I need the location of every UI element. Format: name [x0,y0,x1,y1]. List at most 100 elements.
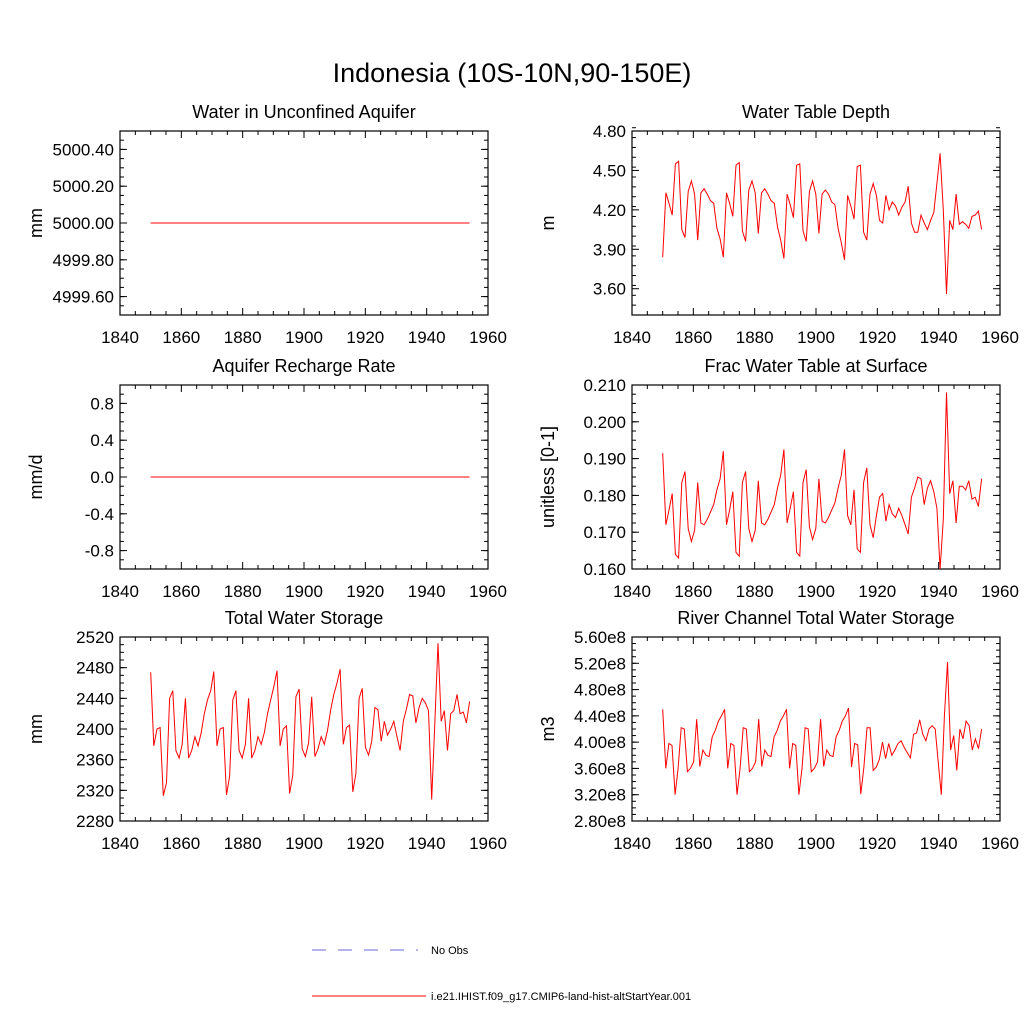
x-tick-label: 1840 [613,328,651,347]
y-tick-label: 2520 [76,628,114,647]
x-tick-label: 1960 [981,328,1019,347]
legend: No Obs i.e21.IHIST.f09_g17.CMIP6-land-hi… [312,945,691,1003]
x-tick-label: 1940 [408,834,446,853]
x-tick-label: 1880 [736,328,774,347]
x-tick-label: 1940 [920,582,958,601]
x-tick-label: 1900 [285,582,323,601]
y-tick-label: 4.80 [593,122,626,141]
panel-title: Water Table Depth [742,102,890,122]
panel-title: River Channel Total Water Storage [677,608,954,628]
series-line-1 [150,643,471,800]
x-tick-label: 1860 [674,834,712,853]
x-tick-label: 1920 [858,582,896,601]
y-tick-label: 4.40e8 [574,707,626,726]
y-tick-label: 2400 [76,720,114,739]
panel-title: Water in Unconfined Aquifer [192,102,415,122]
plot-frame [631,130,1001,316]
y-tick-label: 5000.00 [53,214,114,233]
y-tick-label: 2320 [76,781,114,800]
y-axis-label: mm/d [26,455,46,500]
plot-frame [631,384,1001,570]
chart-panel-6: River Channel Total Water Storage m3 1840 1… [538,608,1019,853]
x-tick-label: 1920 [858,328,896,347]
x-tick-label: 1940 [408,328,446,347]
y-tick-label: 2480 [76,659,114,678]
x-tick-label: 1900 [797,834,835,853]
x-tick-label: 1900 [797,582,835,601]
y-tick-label: 2360 [76,751,114,770]
figure-title: Indonesia (10S-10N,90-150E) [333,58,692,88]
x-tick-label: 1860 [162,582,200,601]
series-line-1 [662,392,983,570]
y-tick-label: 5.60e8 [574,628,626,647]
y-tick-label: 3.60 [593,280,626,299]
y-tick-label: 5000.40 [53,140,114,159]
x-tick-label: 1920 [346,582,384,601]
panel-title: Total Water Storage [225,608,383,628]
x-tick-label: 1860 [674,328,712,347]
chart-panel-2: Water Table Depth m 1840 1860 1880 1900 1920 19… [538,102,1019,347]
y-tick-label: 0.180 [583,486,626,505]
x-tick-label: 1940 [920,328,958,347]
x-tick-label: 1840 [613,834,651,853]
x-tick-label: 1860 [162,834,200,853]
y-tick-label: 5.20e8 [574,654,626,673]
x-tick-label: 1940 [408,582,446,601]
y-tick-label: 0.8 [90,394,114,413]
y-tick-label: 3.90 [593,240,626,259]
y-tick-label: 5000.20 [53,177,114,196]
y-axis-label: unitless [0-1] [538,426,558,528]
chart-panel-3: Aquifer Recharge Rate mm/d 1840 1860 1880 190… [26,356,507,601]
x-tick-label: 1920 [346,834,384,853]
legend-label-no-obs: No Obs [431,945,469,957]
y-tick-label: 4.20 [593,201,626,220]
x-tick-label: 1880 [224,582,262,601]
y-tick-label: 4.50 [593,161,626,180]
y-tick-label: -0.8 [85,542,114,561]
y-tick-label: 3.20e8 [574,786,626,805]
series-line-1 [662,661,983,795]
x-tick-label: 1880 [224,834,262,853]
x-tick-label: 1860 [162,328,200,347]
y-tick-label: -0.4 [85,505,114,524]
y-tick-label: 0.210 [583,376,626,395]
x-tick-label: 1960 [981,834,1019,853]
x-tick-label: 1900 [285,834,323,853]
plot-frame [119,636,489,822]
panel-title: Frac Water Table at Surface [704,356,927,376]
series-line-1 [662,153,983,295]
y-tick-label: 0.160 [583,560,626,579]
plot-frame [119,384,489,570]
y-tick-label: 4999.80 [53,251,114,270]
x-tick-label: 1880 [224,328,262,347]
x-tick-label: 1960 [469,834,507,853]
y-tick-label: 4999.60 [53,288,114,307]
x-tick-label: 1960 [469,582,507,601]
x-tick-label: 1840 [101,328,139,347]
y-axis-label: m [538,216,558,231]
y-axis-label: m3 [538,716,558,741]
y-tick-label: 3.60e8 [574,759,626,778]
x-tick-label: 1960 [981,582,1019,601]
x-tick-label: 1840 [613,582,651,601]
x-tick-label: 1880 [736,582,774,601]
y-tick-label: 2.80e8 [574,812,626,831]
x-tick-label: 1960 [469,328,507,347]
y-tick-label: 0.0 [90,468,114,487]
x-tick-label: 1920 [858,834,896,853]
panel-title: Aquifer Recharge Rate [212,356,395,376]
legend-label-model-run: i.e21.IHIST.f09_g17.CMIP6-land-hist-altS… [431,991,691,1003]
y-tick-label: 2280 [76,812,114,831]
x-tick-label: 1900 [797,328,835,347]
plot-frame [119,130,489,316]
x-tick-label: 1860 [674,582,712,601]
y-tick-label: 0.190 [583,450,626,469]
y-axis-label: mm [26,714,46,744]
y-tick-label: 0.200 [583,413,626,432]
y-tick-label: 0.170 [583,523,626,542]
x-tick-label: 1840 [101,834,139,853]
y-tick-label: 4.80e8 [574,681,626,700]
x-tick-label: 1940 [920,834,958,853]
